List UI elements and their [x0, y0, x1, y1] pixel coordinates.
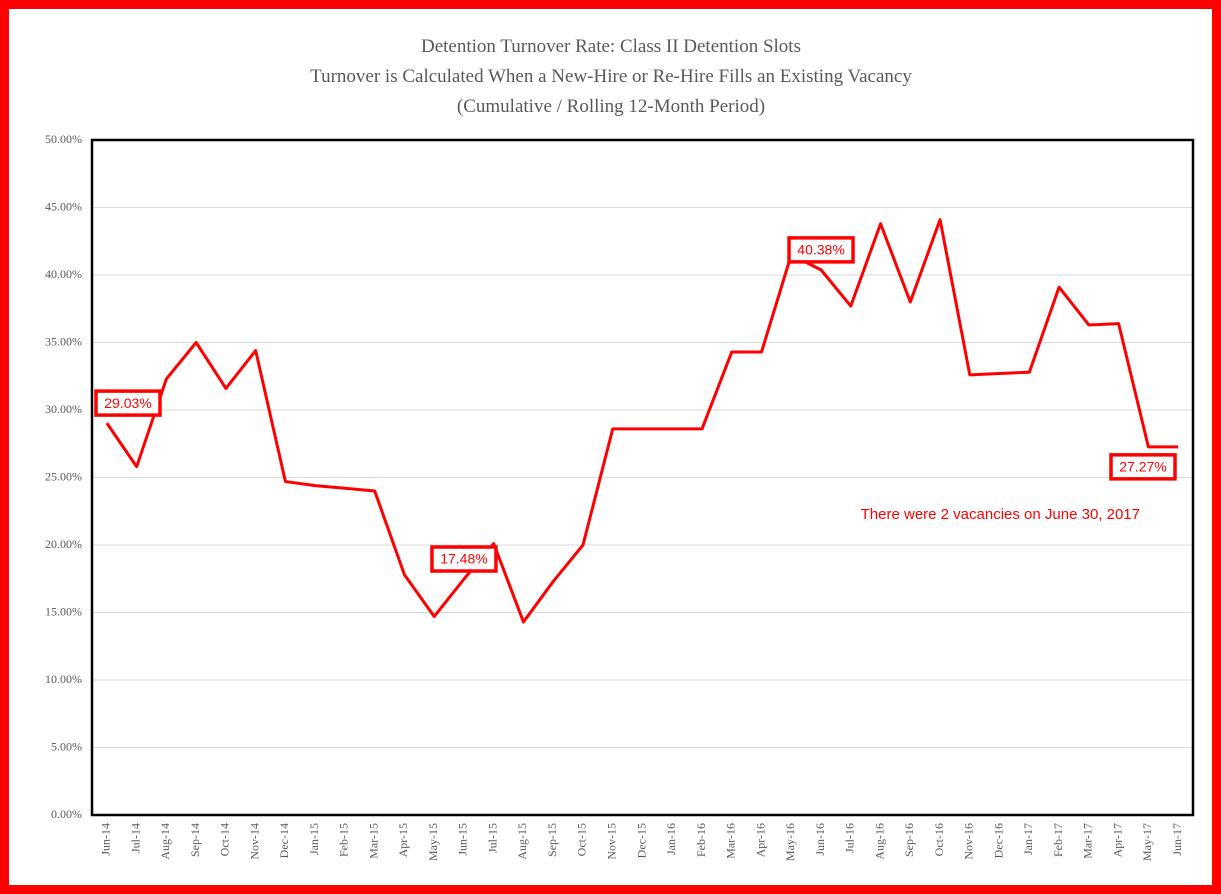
- x-tick-label: Dec-16: [991, 823, 1005, 858]
- x-tick-label: Dec-15: [634, 823, 648, 858]
- x-tick-label: May-15: [426, 823, 440, 861]
- chart-subtitle: Turnover is Calculated When a New-Hire o…: [310, 66, 912, 87]
- x-tick-label: Jul-14: [128, 823, 142, 853]
- x-tick-label: Feb-17: [1051, 823, 1065, 857]
- x-tick-label: May-17: [1140, 823, 1154, 861]
- y-tick-label: 0.00%: [51, 807, 82, 821]
- x-tick-label: Nov-16: [962, 823, 976, 860]
- y-tick-label: 20.00%: [45, 537, 82, 551]
- y-tick-label: 5.00%: [51, 739, 82, 753]
- y-tick-label: 15.00%: [45, 604, 82, 618]
- x-tick-label: Jul-15: [485, 823, 499, 853]
- y-tick-label: 30.00%: [45, 402, 82, 416]
- y-tick-label: 10.00%: [45, 672, 82, 686]
- x-tick-label: Mar-17: [1081, 823, 1095, 859]
- x-tick-label: Feb-16: [694, 823, 708, 857]
- x-tick-label: Oct-16: [932, 823, 946, 856]
- x-tick-label: Jan-16: [664, 823, 678, 855]
- y-tick-label: 50.00%: [45, 132, 82, 146]
- annotation: There were 2 vacancies on June 30, 2017: [861, 506, 1140, 523]
- data-label: 29.03%: [104, 395, 151, 411]
- x-tick-label: Mar-15: [366, 823, 380, 859]
- x-tick-label: Jun-17: [1170, 823, 1184, 856]
- x-tick-label: Oct-14: [218, 823, 232, 856]
- x-tick-label: Apr-15: [396, 823, 410, 857]
- x-tick-label: Nov-14: [247, 823, 261, 860]
- chart-subtitle: (Cumulative / Rolling 12-Month Period): [457, 96, 765, 117]
- data-label-box: [94, 389, 162, 417]
- y-tick-label: 35.00%: [45, 334, 82, 348]
- y-tick-label: 45.00%: [45, 199, 82, 213]
- data-label: 17.48%: [440, 551, 487, 567]
- data-label-box: [430, 545, 498, 573]
- x-tick-label: Dec-14: [277, 823, 291, 858]
- data-label: 40.38%: [797, 242, 844, 258]
- chart-title: Detention Turnover Rate: Class II Detent…: [421, 36, 801, 57]
- y-tick-label: 25.00%: [45, 469, 82, 483]
- x-tick-label: Mar-16: [724, 823, 738, 859]
- data-label-box: [787, 236, 855, 264]
- x-tick-label: May-16: [783, 823, 797, 861]
- x-tick-label: Sep-14: [188, 823, 202, 857]
- y-tick-label: 40.00%: [45, 267, 82, 281]
- x-tick-label: Aug-14: [158, 823, 172, 860]
- x-tick-label: Apr-16: [753, 823, 767, 857]
- x-tick-label: Jun-15: [456, 823, 470, 856]
- data-label: 27.27%: [1119, 459, 1166, 475]
- x-tick-label: Jul-16: [843, 823, 857, 853]
- plot-border: [90, 138, 1195, 817]
- x-tick-label: Oct-15: [575, 823, 589, 856]
- x-tick-label: Jan-17: [1021, 823, 1035, 855]
- data-label-box: [1109, 453, 1177, 481]
- x-tick-label: Feb-15: [337, 823, 351, 857]
- x-tick-label: Jan-15: [307, 823, 321, 855]
- x-tick-label: Aug-16: [872, 823, 886, 860]
- x-tick-label: Sep-15: [545, 823, 559, 857]
- x-tick-label: Jun-14: [99, 823, 113, 856]
- x-tick-label: Sep-16: [902, 823, 916, 857]
- line: [105, 218, 1179, 624]
- x-tick-label: Nov-15: [604, 823, 618, 860]
- x-tick-label: Jun-16: [813, 823, 827, 856]
- x-tick-label: Apr-17: [1110, 823, 1124, 857]
- x-tick-label: Aug-15: [515, 823, 529, 860]
